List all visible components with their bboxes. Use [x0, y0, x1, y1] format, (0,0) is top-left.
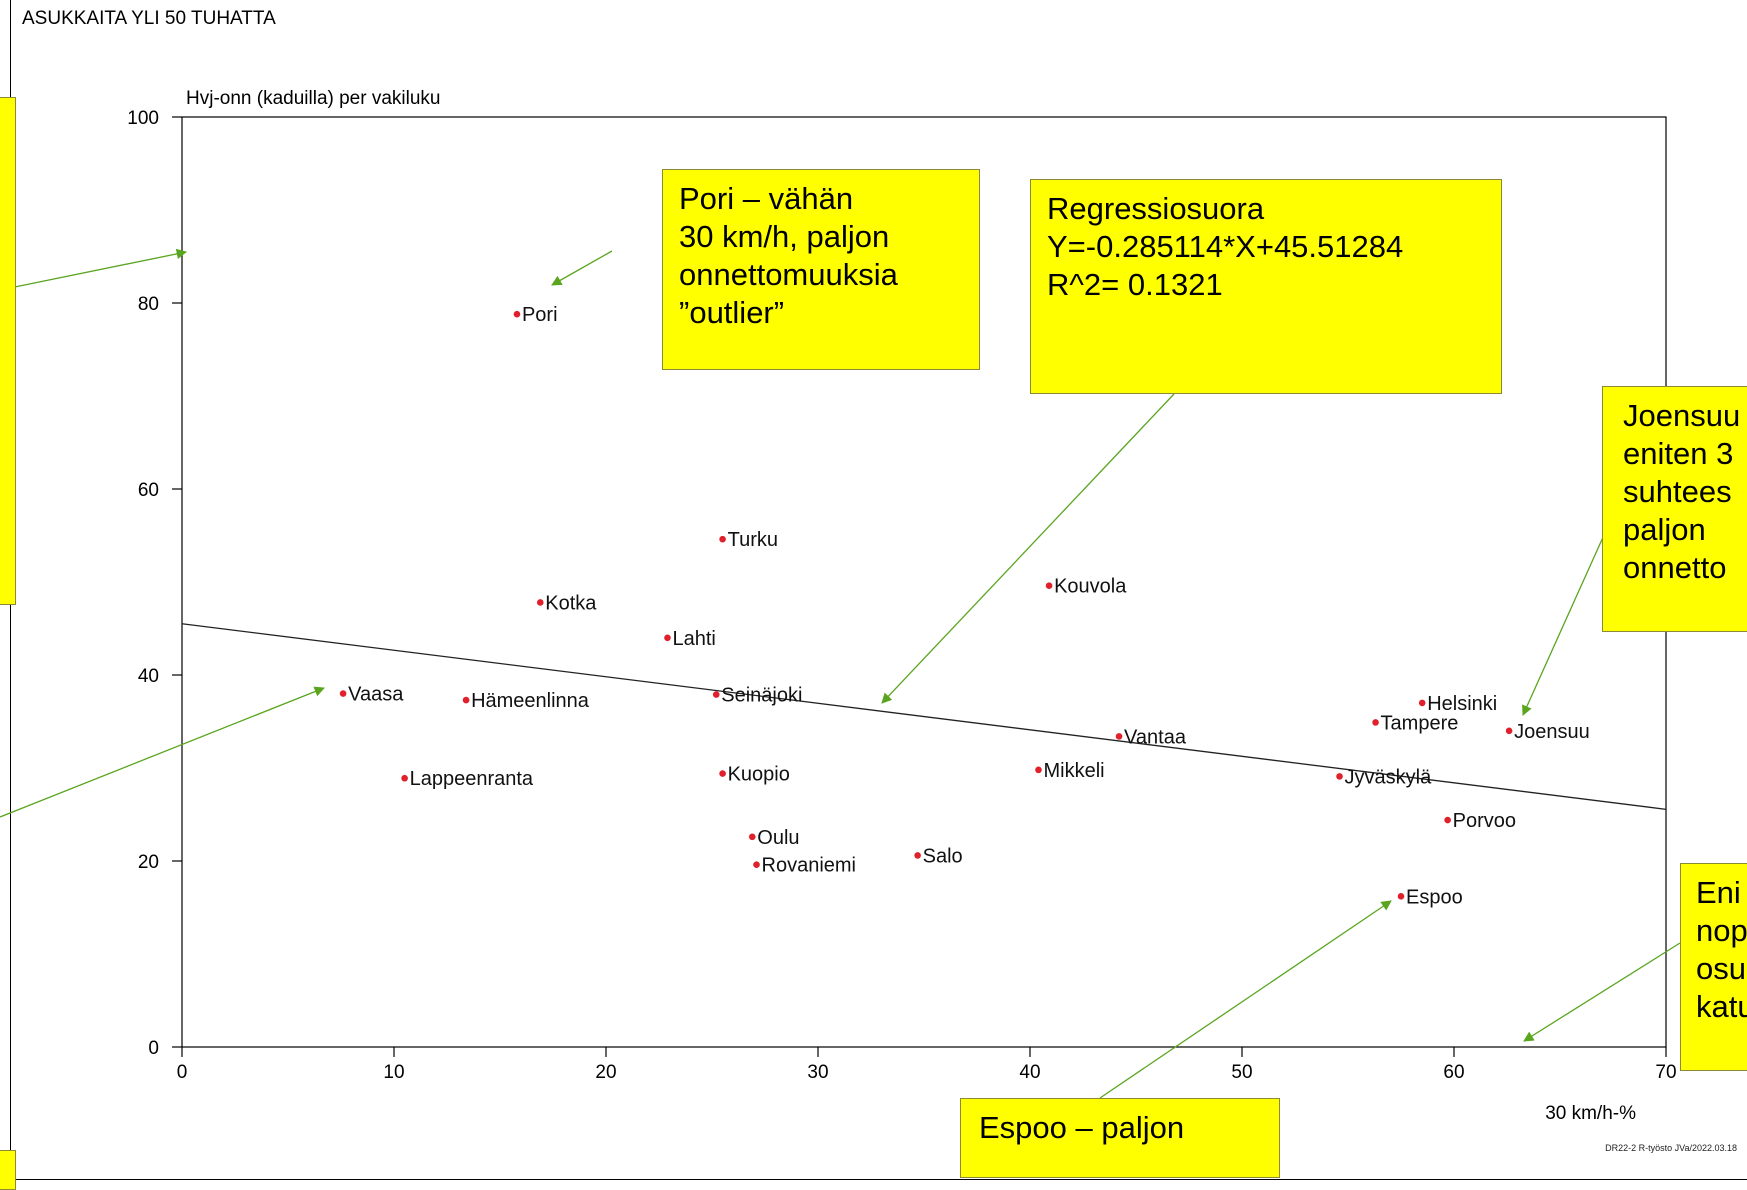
annotation-arrow [881, 393, 1175, 704]
left-note-bottom [0, 1150, 16, 1190]
annotation-regression: Regressiosuora Y=-0.285114*X+45.51284 R^… [1030, 179, 1502, 394]
data-point-kotka [536, 599, 544, 606]
data-point-rovaniemi [753, 861, 760, 869]
y-tick-label: 40 [138, 666, 159, 687]
data-point-lappeenranta [401, 774, 408, 782]
x-tick-label: 40 [1019, 1062, 1040, 1083]
point-label-vantaa: Vantaa [1124, 726, 1187, 748]
data-point-mikkeli [1035, 766, 1042, 774]
y-tick-label: 60 [138, 480, 159, 501]
point-label-mikkeli: Mikkeli [1043, 760, 1104, 782]
data-point-seinäjoki [712, 691, 720, 698]
data-point-kouvola [1045, 582, 1053, 590]
point-label-kouvola: Kouvola [1054, 576, 1127, 598]
point-label-tampere: Tampere [1381, 712, 1459, 734]
annotation-espoo: Espoo – paljon [960, 1098, 1280, 1178]
scatter-chart: 0 20 40 60 80 100 0 10 20 30 40 50 60 70 Hvj-onn (kadu… [0, 88, 1681, 1124]
data-point-helsinki [1418, 699, 1426, 707]
point-label-porvoo: Porvoo [1453, 810, 1516, 832]
point-label-oulu: Oulu [757, 827, 799, 849]
x-tick-label: 10 [383, 1062, 404, 1083]
annotation-arrow [1522, 534, 1605, 716]
point-label-salo: Salo [923, 845, 963, 867]
data-point-pori [513, 310, 521, 318]
point-label-pori: Pori [522, 304, 558, 326]
footer-credit: DR22-2 R-työsto JVa/2022.03.18 [1605, 1143, 1737, 1153]
x-tick-label: 20 [595, 1062, 616, 1083]
x-tick-label: 0 [177, 1062, 188, 1083]
y-tick-label: 20 [138, 852, 159, 873]
data-point-turku [719, 535, 726, 543]
y-axis-label: Hvj-onn (kaduilla) per vakiluku [186, 88, 441, 109]
page-title: ASUKKAITA YLI 50 TUHATTA [22, 8, 276, 29]
point-label-kuopio: Kuopio [728, 764, 790, 786]
data-point-salo [914, 852, 921, 859]
y-tick-label: 80 [138, 294, 159, 315]
annotation-arrow [1523, 942, 1681, 1042]
x-tick-label: 50 [1231, 1062, 1252, 1083]
annotation-arrow [0, 248, 188, 291]
point-label-lahti: Lahti [672, 628, 715, 650]
point-label-rovaniemi: Rovaniemi [762, 855, 856, 877]
data-point-jyväskylä [1336, 773, 1343, 780]
data-point-vaasa [339, 690, 347, 697]
point-label-helsinki: Helsinki [1427, 693, 1497, 715]
left-note-top [0, 97, 16, 605]
annotation-arrow [1099, 900, 1392, 1099]
annotation-arrow [0, 686, 325, 818]
point-label-kotka: Kotka [545, 592, 597, 614]
point-label-jyväskylä: Jyväskylä [1345, 766, 1433, 788]
annotation-enin: Eni nop osu katu [1680, 863, 1747, 1071]
data-point-kuopio [719, 770, 726, 777]
point-label-turku: Turku [728, 529, 778, 551]
y-tick-label: 0 [148, 1038, 159, 1059]
annotation-pori: Pori – vähän 30 km/h, paljon onnettomuuk… [662, 169, 980, 370]
point-label-vaasa: Vaasa [348, 684, 404, 706]
x-axis-label: 30 km/h-% [1545, 1103, 1636, 1124]
x-tick-label: 70 [1655, 1062, 1676, 1083]
data-point-joensuu [1505, 727, 1513, 735]
x-tick-label: 30 [807, 1062, 828, 1083]
data-point-vantaa [1115, 733, 1123, 740]
y-tick-label: 100 [127, 108, 159, 129]
data-point-oulu [748, 833, 756, 841]
data-point-espoo [1397, 893, 1405, 900]
point-label-lappeenranta: Lappeenranta [410, 768, 534, 790]
point-label-espoo: Espoo [1406, 886, 1463, 908]
x-tick-label: 60 [1443, 1062, 1464, 1083]
data-point-porvoo [1444, 816, 1451, 824]
data-point-tampere [1372, 719, 1379, 726]
annotation-arrow [551, 250, 613, 286]
point-label-hämeenlinna: Hämeenlinna [471, 690, 590, 712]
point-label-seinäjoki: Seinäjoki [721, 685, 802, 707]
annotation-joensuu: Joensuu eniten 3 suhtees paljon onnetto [1602, 386, 1747, 632]
point-label-joensuu: Joensuu [1514, 721, 1590, 743]
data-point-hämeenlinna [462, 696, 470, 704]
data-point-lahti [664, 634, 671, 642]
regression-line [181, 623, 1667, 810]
